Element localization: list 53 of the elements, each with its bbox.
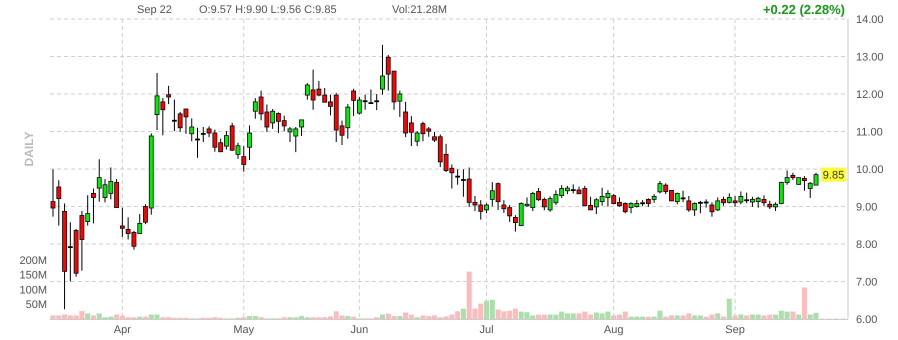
candlestick	[195, 127, 200, 158]
candlestick	[56, 180, 62, 226]
x-tick-label: Aug	[604, 324, 624, 336]
y-tick-label: 14.00	[856, 14, 884, 26]
text: O:9.57 H:9.90 L:9.56 C:9.85	[199, 4, 337, 16]
bar	[732, 315, 738, 319]
bar	[460, 308, 466, 319]
x-tick-label: Sep	[725, 324, 745, 336]
y-tick-label: 7.00	[856, 276, 878, 288]
candlestick	[247, 125, 252, 160]
y2-tick-label: 150M	[19, 270, 47, 282]
y-tick-label: 9.00	[856, 201, 878, 214]
candlestick	[368, 89, 374, 104]
bar	[345, 316, 350, 319]
x-tick-label: Jul	[479, 324, 494, 336]
text: +0.22 (2.28%)	[762, 2, 845, 17]
y2-tick-label: 100M	[19, 284, 47, 296]
candlestick	[189, 118, 194, 142]
text: Vol:21.28M	[392, 4, 448, 16]
text: DAILY	[22, 132, 36, 166]
y-tick-label: 8.00	[856, 238, 878, 251]
y2-tick-label: 50M	[26, 299, 47, 312]
candlestick	[91, 188, 96, 224]
bar	[790, 312, 796, 319]
y2-tick-label: 200M	[19, 255, 47, 268]
bar	[715, 313, 720, 319]
text: Sep 22	[137, 4, 172, 16]
y-tick-label: 6.00	[856, 314, 878, 326]
candlestick	[299, 119, 304, 136]
bar	[744, 315, 750, 319]
candlestick	[241, 146, 246, 172]
x-tick-label: May	[233, 324, 255, 336]
bar	[738, 314, 744, 319]
candlestick	[166, 85, 172, 105]
candlestick	[50, 168, 56, 218]
bar	[726, 298, 732, 319]
y-tick-label: 13.00	[856, 51, 884, 64]
y-tick-label: 11.00	[856, 126, 883, 138]
candlestick	[455, 168, 460, 186]
x-tick-label: Jun	[350, 324, 368, 336]
candlestick	[120, 207, 125, 238]
x-tick-label: Apr	[114, 324, 132, 336]
candlestick	[380, 44, 385, 96]
annotation: 9.85	[822, 169, 844, 182]
bar	[802, 288, 807, 319]
bar	[796, 314, 802, 319]
bar	[85, 313, 90, 319]
bar	[674, 315, 680, 319]
bar	[380, 314, 385, 319]
bar	[397, 316, 402, 319]
y-tick-label: 12.00	[856, 88, 884, 101]
bar	[90, 315, 96, 319]
y-tick-label: 10.00	[856, 164, 884, 176]
